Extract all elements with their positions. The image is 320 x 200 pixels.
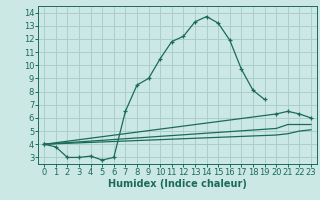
X-axis label: Humidex (Indice chaleur): Humidex (Indice chaleur) <box>108 179 247 189</box>
